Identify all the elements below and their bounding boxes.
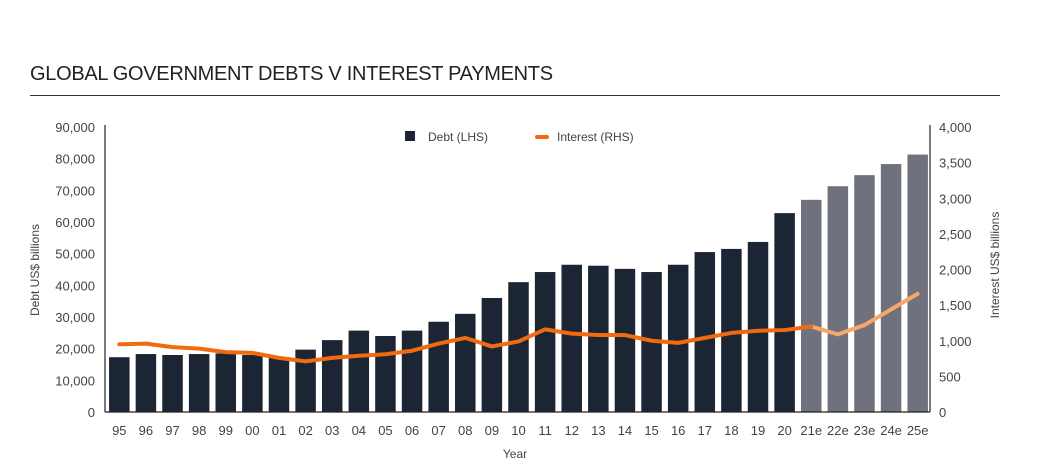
x-tick-label: 18 — [724, 423, 738, 438]
x-tick-label: 99 — [219, 423, 233, 438]
x-tick-label: 17 — [698, 423, 712, 438]
bar-24e — [880, 164, 902, 412]
bar-20 — [774, 213, 795, 412]
y-tick-label: 70,000 — [55, 183, 95, 198]
legend-interest-label: Interest (RHS) — [557, 130, 634, 144]
x-tick-label: 00 — [245, 423, 259, 438]
x-tick-label: 21e — [800, 423, 822, 438]
x-tick-label: 04 — [352, 423, 366, 438]
x-tick-label: 09 — [485, 423, 499, 438]
bar-16 — [667, 264, 689, 412]
y2-tick-label: 0 — [939, 405, 946, 420]
bar-13 — [588, 265, 609, 412]
title-divider — [30, 95, 1000, 96]
y2-tick-label: 1,000 — [939, 334, 972, 349]
y-tick-label: 30,000 — [55, 310, 95, 325]
x-tick-label: 25e — [907, 423, 929, 438]
x-tick-label: 98 — [192, 423, 206, 438]
x-tick-label: 19 — [751, 423, 765, 438]
x-axis-label: Year — [503, 447, 527, 461]
y2-tick-label: 2,000 — [939, 263, 972, 278]
bar-97 — [162, 355, 183, 412]
bar-14 — [614, 268, 636, 412]
x-tick-label: 22e — [827, 423, 849, 438]
y-tick-label: 10,000 — [55, 373, 95, 388]
y-tick-label: 90,000 — [55, 120, 95, 135]
bar-12 — [561, 264, 582, 412]
y2-tick-label: 3,500 — [939, 156, 972, 171]
x-tick-label: 23e — [854, 423, 876, 438]
bar-25e — [907, 154, 928, 413]
bar-11 — [534, 272, 556, 412]
bar-95 — [109, 357, 130, 412]
x-tick-label: 95 — [112, 423, 126, 438]
x-tick-label: 05 — [378, 423, 392, 438]
y2-tick-label: 500 — [939, 369, 961, 384]
legend-interest-swatch — [535, 135, 549, 139]
x-tick-label: 24e — [880, 423, 902, 438]
x-tick-label: 20 — [777, 423, 791, 438]
x-tick-label: 12 — [564, 423, 578, 438]
y-axis-label: Debt US$ billions — [28, 224, 42, 316]
x-tick-label: 10 — [511, 423, 525, 438]
bar-98 — [188, 354, 210, 412]
bar-06 — [401, 330, 423, 412]
bar-21e — [800, 199, 822, 412]
bar-03 — [321, 340, 343, 412]
bar-00 — [242, 355, 263, 412]
x-tick-label: 08 — [458, 423, 472, 438]
y2-tick-label: 2,500 — [939, 227, 972, 242]
x-tick-label: 97 — [165, 423, 179, 438]
x-tick-label: 01 — [272, 423, 286, 438]
bar-22e — [827, 186, 849, 412]
y-tick-label: 50,000 — [55, 247, 95, 262]
bar-17 — [694, 252, 716, 412]
bar-01 — [268, 357, 290, 412]
legend-debt-label: Debt (LHS) — [428, 130, 488, 144]
bar-99 — [215, 353, 237, 412]
bar-04 — [348, 330, 370, 412]
bar-18 — [721, 248, 742, 412]
y-tick-label: 80,000 — [55, 152, 95, 167]
x-tick-label: 96 — [139, 423, 153, 438]
legend-debt-swatch — [405, 131, 415, 141]
bar-07 — [428, 321, 449, 412]
y-tick-label: 0 — [88, 405, 95, 420]
y-tick-label: 60,000 — [55, 215, 95, 230]
y-tick-label: 40,000 — [55, 278, 95, 293]
x-tick-label: 15 — [644, 423, 658, 438]
x-tick-label: 02 — [298, 423, 312, 438]
y2-tick-label: 4,000 — [939, 120, 972, 135]
bar-10 — [508, 282, 529, 412]
y2-tick-label: 1,500 — [939, 298, 972, 313]
bar-05 — [375, 336, 396, 412]
bar-09 — [481, 298, 503, 412]
x-tick-label: 07 — [431, 423, 445, 438]
x-tick-label: 11 — [538, 423, 552, 438]
x-tick-label: 14 — [618, 423, 632, 438]
chart-title: GLOBAL GOVERNMENT DEBTS V INTEREST PAYME… — [30, 63, 553, 85]
x-tick-label: 06 — [405, 423, 419, 438]
x-tick-label: 03 — [325, 423, 339, 438]
y2-tick-label: 3,000 — [939, 191, 972, 206]
y-tick-label: 20,000 — [55, 342, 95, 357]
bar-19 — [747, 241, 769, 412]
x-tick-label: 13 — [591, 423, 605, 438]
bar-08 — [455, 313, 476, 412]
y2-axis-label: Interest US$ billions — [988, 212, 1002, 319]
x-tick-label: 16 — [671, 423, 685, 438]
bar-02 — [295, 349, 316, 412]
bar-96 — [135, 354, 157, 412]
bar-23e — [854, 175, 875, 412]
